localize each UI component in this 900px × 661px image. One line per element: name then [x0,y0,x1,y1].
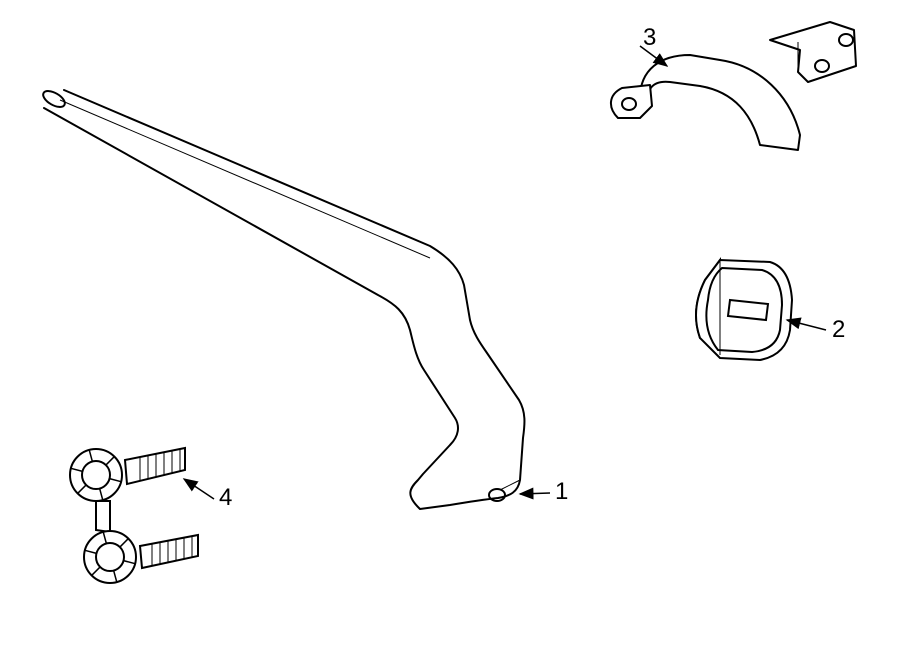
callout-label-4: 4 [219,486,232,510]
link-bottom-nut [96,543,124,571]
link-connector [96,501,110,532]
stabilizer-bar-eyelet [489,489,505,501]
callout-label-2: 2 [832,318,845,342]
bracket-right-hole-2 [815,60,829,72]
diagram-svg [0,0,900,661]
stabilizer-bar-body [44,90,524,509]
link-bottom-stud [140,535,198,568]
callout-label-1: 1 [555,480,568,504]
stabilizer-bar-end [41,88,68,110]
link-top-nut [82,461,110,489]
bushing-gap [728,300,768,320]
diagram-canvas: 1 2 3 4 [0,0,900,661]
link-top-stud [125,448,185,484]
callout-label-3: 3 [643,26,656,50]
bracket-right-plate [770,22,856,82]
part-bushing [696,260,792,360]
bracket-left-hole [622,98,636,110]
part-stabilizer-bar [41,88,525,509]
part-stabilizer-link [70,448,198,583]
bracket-right-hole-1 [839,34,853,46]
bracket-strap [640,55,800,150]
